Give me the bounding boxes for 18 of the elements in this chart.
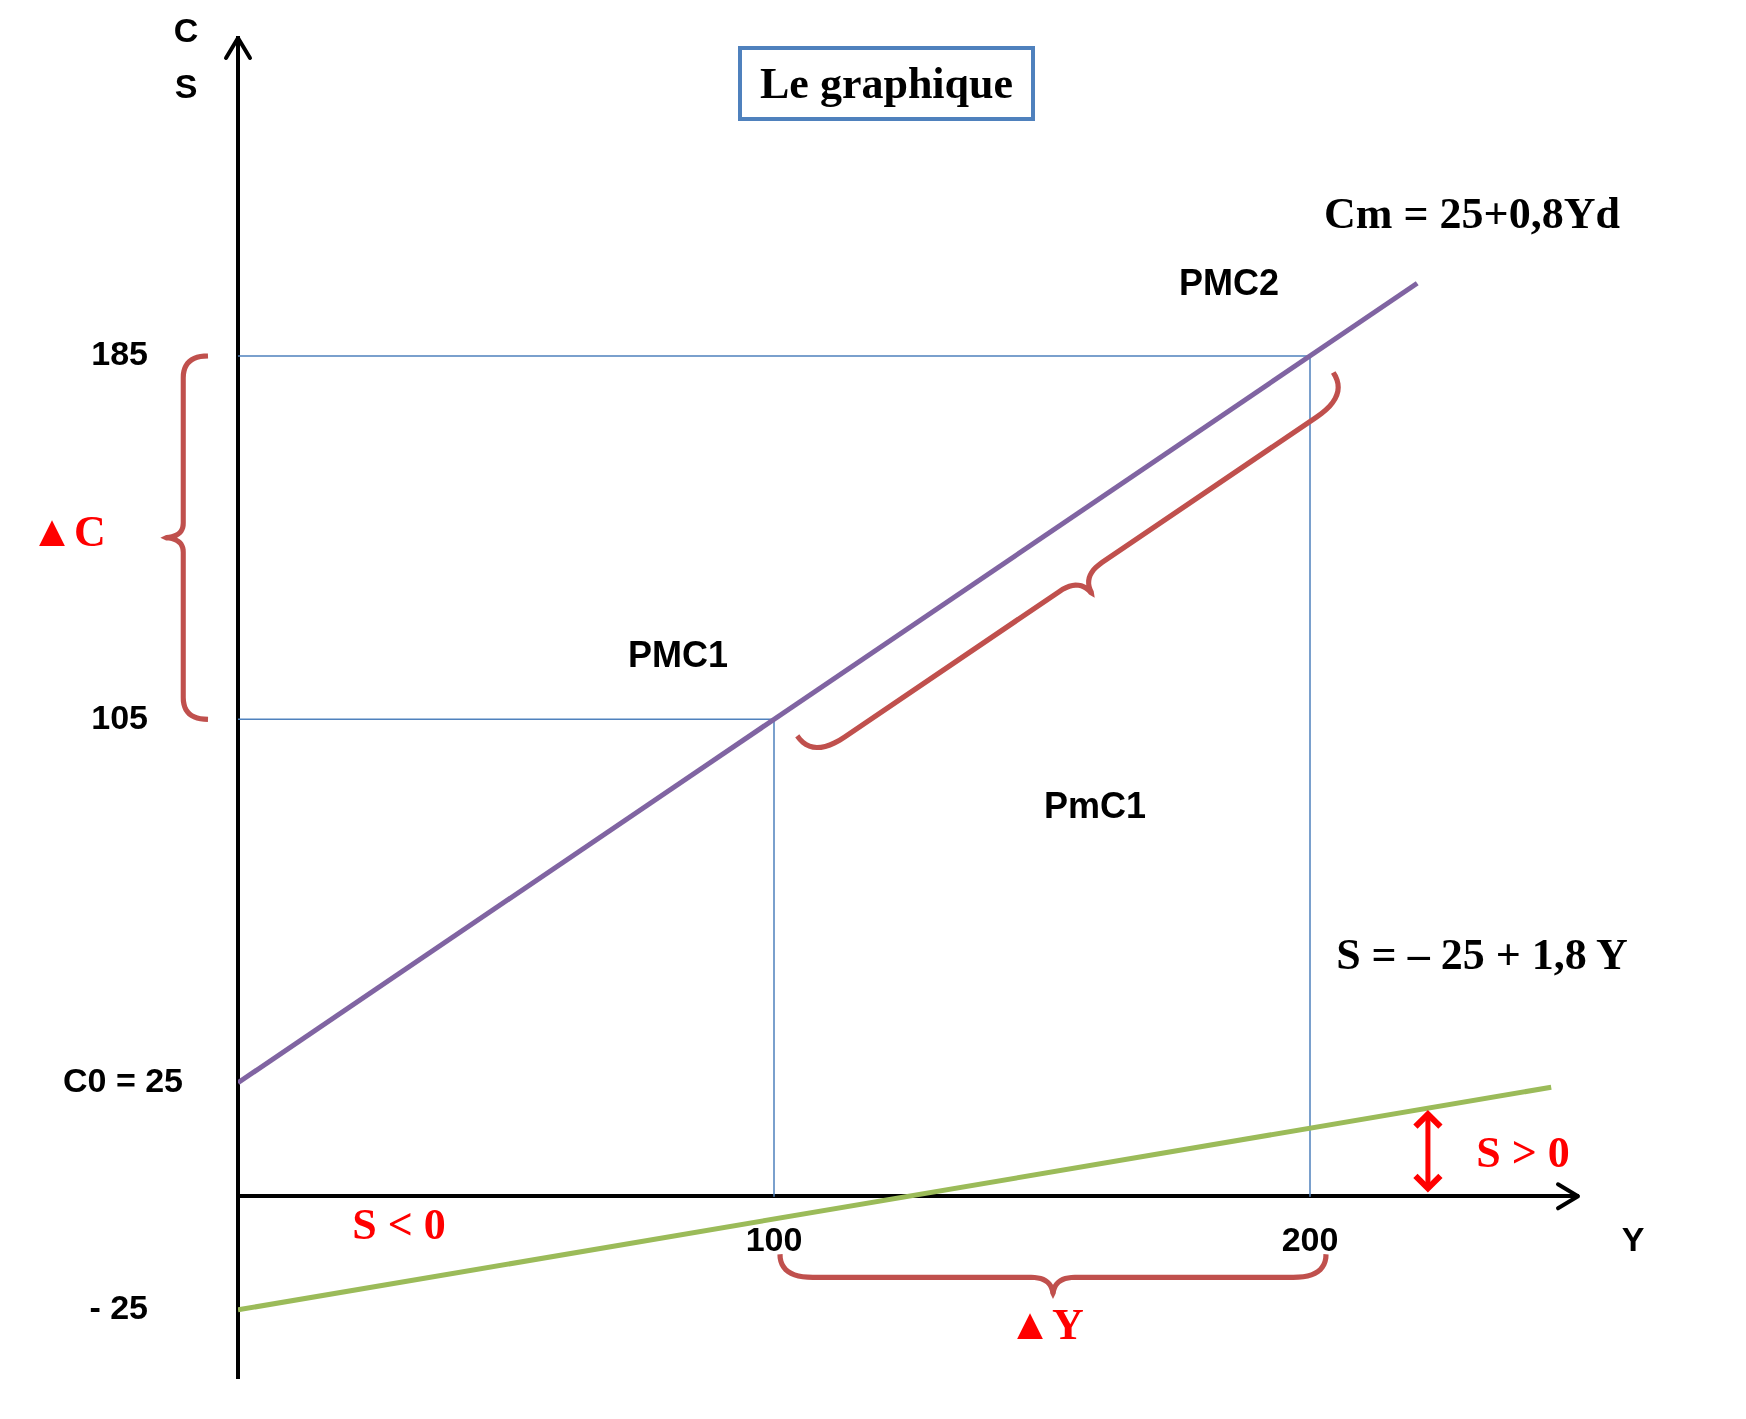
text: Le graphique <box>738 46 1036 121</box>
y-axis-title: C S <box>173 11 199 106</box>
y-tick-label: 105 <box>91 697 148 736</box>
y-tick-label: 185 <box>91 334 148 373</box>
annotation: ▲Y <box>1008 1300 1084 1350</box>
x-tick-label: 200 <box>1281 1219 1339 1258</box>
annotation: PmC1 <box>1043 784 1147 826</box>
x-axis-title: Y <box>1621 1219 1645 1258</box>
x-tick-label: 100 <box>745 1219 803 1258</box>
annotation: PMC2 <box>1178 261 1280 303</box>
text: ▲C <box>30 507 106 557</box>
annotation: Cm = 25+0,8Yd <box>1324 189 1620 239</box>
y-tick-label: C0 = 25 <box>62 1061 183 1100</box>
annotation: S = – 25 + 1,8 Y <box>1336 930 1628 980</box>
annotation: S < 0 <box>352 1200 446 1250</box>
annotation: PMC1 <box>627 633 729 675</box>
y-tick-label: - 25 <box>89 1288 148 1327</box>
annotation: S > 0 <box>1476 1128 1570 1178</box>
